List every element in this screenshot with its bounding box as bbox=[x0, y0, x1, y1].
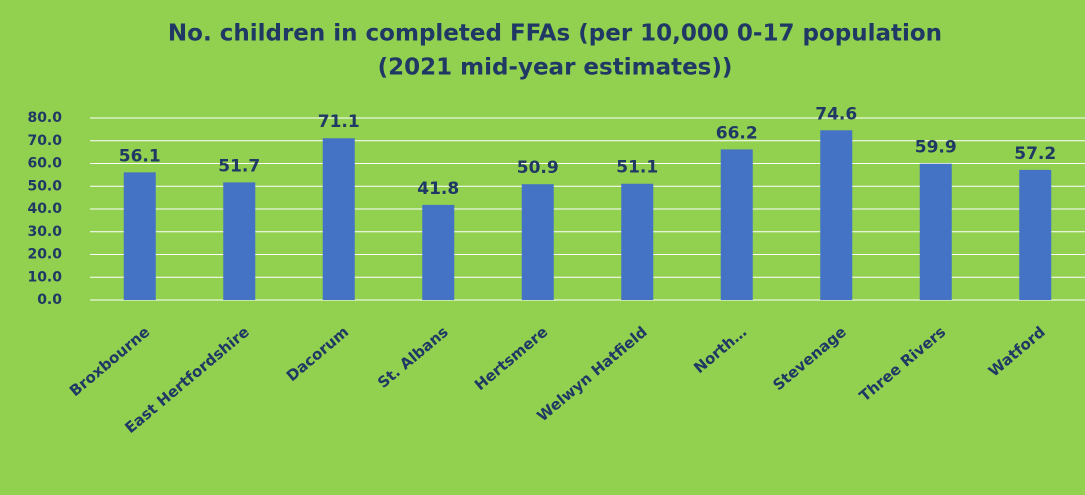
value-label: 59.9 bbox=[915, 138, 957, 158]
y-tick-label: 60.0 bbox=[27, 156, 62, 172]
bar bbox=[422, 204, 455, 300]
x-tick-label: Three Rivers bbox=[856, 323, 949, 406]
y-tick-label: 70.0 bbox=[27, 133, 62, 149]
bar bbox=[123, 172, 156, 300]
bar bbox=[919, 163, 952, 300]
bar bbox=[322, 138, 355, 300]
x-tick-label: St. Albans bbox=[374, 323, 452, 392]
value-label: 41.8 bbox=[417, 179, 459, 199]
chart-title: No. children in completed FFAs (per 10,0… bbox=[168, 21, 942, 47]
chart-title: (2021 mid-year estimates)) bbox=[378, 55, 733, 81]
x-tick-label: Stevenage bbox=[769, 323, 849, 395]
y-tick-label: 0.0 bbox=[37, 292, 62, 308]
value-label: 51.7 bbox=[218, 156, 260, 176]
y-tick-label: 20.0 bbox=[27, 247, 62, 263]
value-label: 66.2 bbox=[716, 123, 758, 143]
bar bbox=[1019, 169, 1052, 300]
y-tick-label: 10.0 bbox=[27, 269, 62, 285]
x-tick-label: North… bbox=[690, 323, 750, 377]
x-tick-label: Hertsmere bbox=[471, 323, 551, 394]
y-tick-label: 80.0 bbox=[27, 110, 62, 126]
value-label: 74.6 bbox=[815, 104, 857, 124]
bar bbox=[720, 149, 753, 300]
value-label: 56.1 bbox=[119, 146, 161, 166]
x-tick-label: Dacorum bbox=[283, 323, 352, 385]
value-label: 71.1 bbox=[318, 112, 360, 132]
bar bbox=[521, 184, 554, 300]
x-tick-label: Welwyn Hatfield bbox=[534, 323, 651, 425]
value-label: 50.9 bbox=[517, 158, 559, 178]
bar bbox=[223, 182, 256, 300]
bar bbox=[621, 183, 654, 300]
value-label: 51.1 bbox=[616, 158, 658, 178]
y-tick-label: 30.0 bbox=[27, 224, 62, 240]
value-label: 57.2 bbox=[1014, 144, 1056, 164]
x-tick-label: Broxbourne bbox=[66, 323, 153, 400]
y-tick-label: 50.0 bbox=[27, 178, 62, 194]
x-tick-label: Watford bbox=[985, 323, 1049, 381]
y-tick-label: 40.0 bbox=[27, 201, 62, 217]
bar bbox=[820, 130, 853, 300]
